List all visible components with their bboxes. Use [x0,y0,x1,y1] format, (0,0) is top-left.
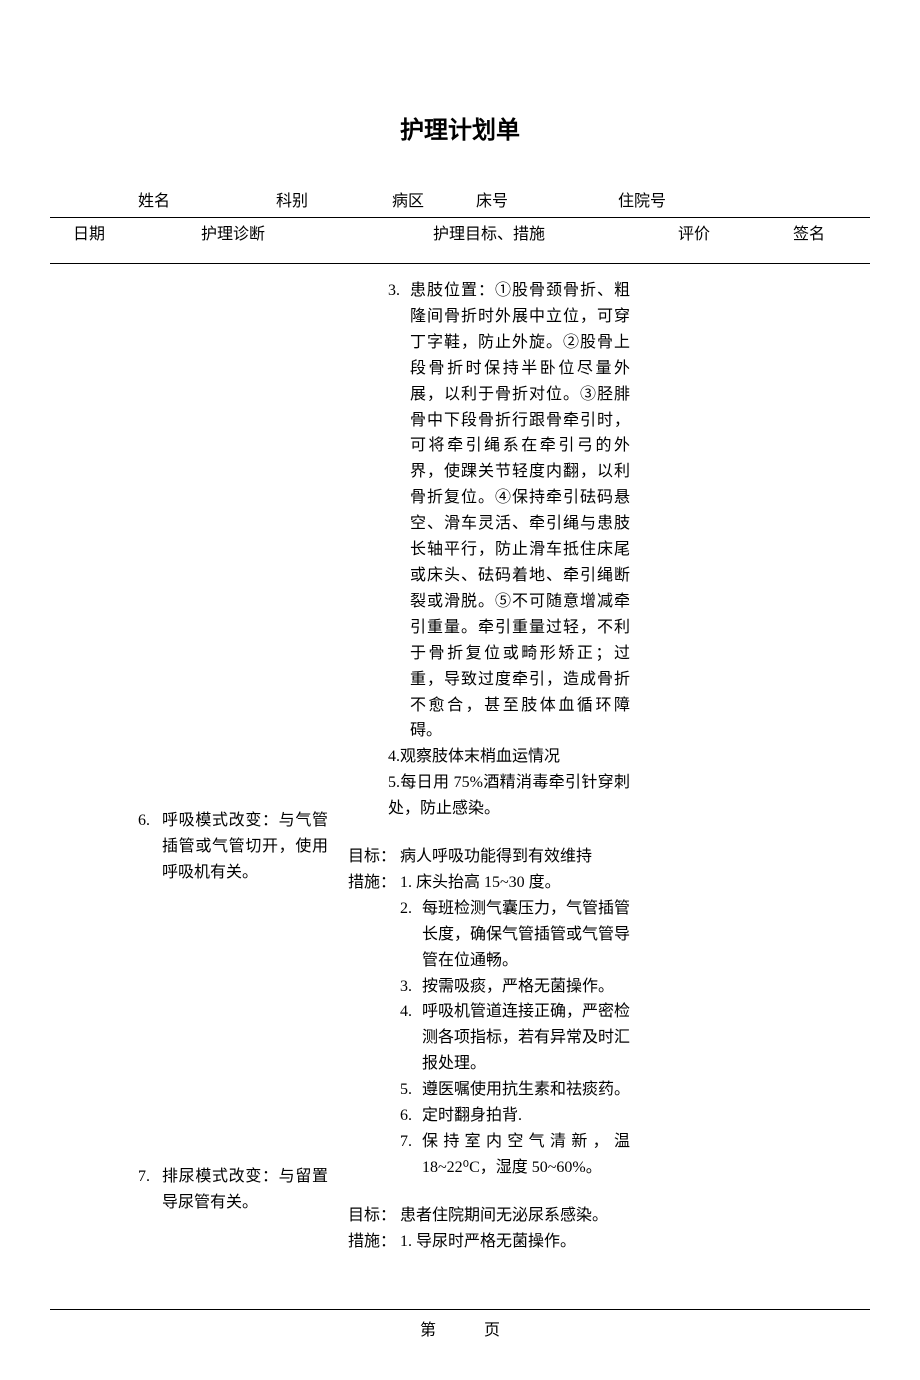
col-diagnosis: 护理诊断 [128,218,338,264]
measure-item: 4. 呼吸机管道连接正确，严密检测各项指标，若有异常及时汇报处理。 [348,999,630,1077]
diag-num: 6. [138,808,162,834]
measure-num: 5. [400,1077,422,1103]
cell-diagnosis: 6. 呼吸模式改变：与气管插管或气管切开，使用呼吸机有关。 7. 排尿模式改变：… [128,264,338,1310]
field-hosp-label: 住院号 [618,187,738,211]
page: 护理计划单 姓名 科别 病区 床号 住院号 日期 护理诊断 护理目标、措施 评价… [0,0,920,1380]
measure-text: 定时翻身拍背. [422,1103,630,1129]
measure-num: 3. [400,974,422,1000]
measure-item: 6. 定时翻身拍背. [348,1103,630,1129]
col-sign: 签名 [748,218,870,264]
care-plan-table: 日期 护理诊断 护理目标、措施 评价 签名 6. 呼吸模式改变：与气管插管或气管… [50,217,870,1310]
diag-text: 呼吸模式改变：与气管插管或气管切开，使用呼吸机有关。 [162,808,328,886]
cell-date [50,264,128,1310]
field-ward-label: 病区 [392,187,472,211]
cell-goal-measures: 3. 患肢位置：①股骨颈骨折、粗隆间骨折时外展中立位，可穿丁字鞋，防止外旋。②股… [338,264,640,1310]
table-body-row: 6. 呼吸模式改变：与气管插管或气管切开，使用呼吸机有关。 7. 排尿模式改变：… [50,264,870,1310]
patient-info-row: 姓名 科别 病区 床号 住院号 [50,187,870,217]
field-dept-label: 科别 [276,187,388,211]
measures-label: 措施： [348,870,400,896]
goal-block: 目标： 患者住院期间无泌尿系感染。 措施： 1. 导尿时严格无菌操作。 [348,1203,630,1255]
footer-prefix: 第 [420,1322,436,1339]
table-header-row: 日期 护理诊断 护理目标、措施 评价 签名 [50,218,870,264]
diagnosis-item: 6. 呼吸模式改变：与气管插管或气管切开，使用呼吸机有关。 [138,808,328,886]
field-bed-label: 床号 [476,187,614,211]
field-name-label: 姓名 [138,187,272,211]
cell-signature [748,264,870,1310]
measure-num: 6. [400,1103,422,1129]
measure-text: 患肢位置：①股骨颈骨折、粗隆间骨折时外展中立位，可穿丁字鞋，防止外旋。②股骨上段… [410,278,630,744]
measure-item: 4.观察肢体末梢血运情况 [348,744,630,770]
measure-item: 3. 按需吸痰，严格无菌操作。 [348,974,630,1000]
measure-item: 7. 保 持 室 内 空 气 清 新 ， 温18~22⁰C，湿度 50~60%。 [348,1129,630,1181]
measure-num: 2. [400,896,422,974]
measures-row: 措施： 1. 导尿时严格无菌操作。 [348,1229,630,1255]
measure-item: 5.每日用 75%酒精消毒牵引针穿刺处，防止感染。 [348,770,630,822]
diagnosis-item: 7. 排尿模式改变：与留置导尿管有关。 [138,1164,328,1216]
goal-line: 目标： 病人呼吸功能得到有效维持 [348,844,630,870]
measure-text: 每班检测气囊压力，气管插管长度，确保气管插管或气管导管在位通畅。 [422,896,630,974]
measure-text: 呼吸机管道连接正确，严密检测各项指标，若有异常及时汇报处理。 [422,999,630,1077]
measures-label: 措施： [348,1229,400,1255]
measure-item: 3. 患肢位置：①股骨颈骨折、粗隆间骨折时外展中立位，可穿丁字鞋，防止外旋。②股… [348,278,630,744]
page-footer: 第 页 [50,1310,870,1340]
measure-item: 2. 每班检测气囊压力，气管插管长度，确保气管插管或气管导管在位通畅。 [348,896,630,974]
col-goal: 护理目标、措施 [338,218,640,264]
measure-text: 导尿时严格无菌操作。 [416,1233,576,1250]
measures-row: 措施： 1. 床头抬高 15~30 度。 [348,870,630,896]
col-date: 日期 [50,218,128,264]
goal-label: 目标： [348,1203,400,1229]
goal-line: 目标： 患者住院期间无泌尿系感染。 [348,1203,630,1229]
measure-text: 4.观察肢体末梢血运情况 [388,744,630,770]
measure-num: 3. [388,278,410,744]
measure-text: 保 持 室 内 空 气 清 新 ， 温18~22⁰C，湿度 50~60%。 [422,1129,630,1181]
diag-num: 7. [138,1164,162,1190]
measure-item: 5. 遵医嘱使用抗生素和祛痰药。 [348,1077,630,1103]
goal-block: 目标： 病人呼吸功能得到有效维持 措施： 1. 床头抬高 15~30 度。 [348,844,630,1181]
measure-num: 1. [400,1233,412,1250]
col-eval: 评价 [640,218,748,264]
measure-text: 5.每日用 75%酒精消毒牵引针穿刺处，防止感染。 [388,770,630,822]
diag-text: 排尿模式改变：与留置导尿管有关。 [162,1164,328,1216]
measure-text: 床头抬高 15~30 度。 [416,874,561,891]
goal-label: 目标： [348,844,400,870]
page-title: 护理计划单 [50,110,870,145]
measure-text: 按需吸痰，严格无菌操作。 [422,974,630,1000]
goal-text: 患者住院期间无泌尿系感染。 [400,1203,630,1229]
measure-num: 7. [400,1129,422,1181]
measure-text: 遵医嘱使用抗生素和祛痰药。 [422,1077,630,1103]
continuation-block: 3. 患肢位置：①股骨颈骨折、粗隆间骨折时外展中立位，可穿丁字鞋，防止外旋。②股… [348,278,630,822]
footer-suffix: 页 [484,1322,500,1339]
measure-num: 1. [400,874,412,891]
cell-evaluation [640,264,748,1310]
goal-text: 病人呼吸功能得到有效维持 [400,844,630,870]
measure-num: 4. [400,999,422,1077]
